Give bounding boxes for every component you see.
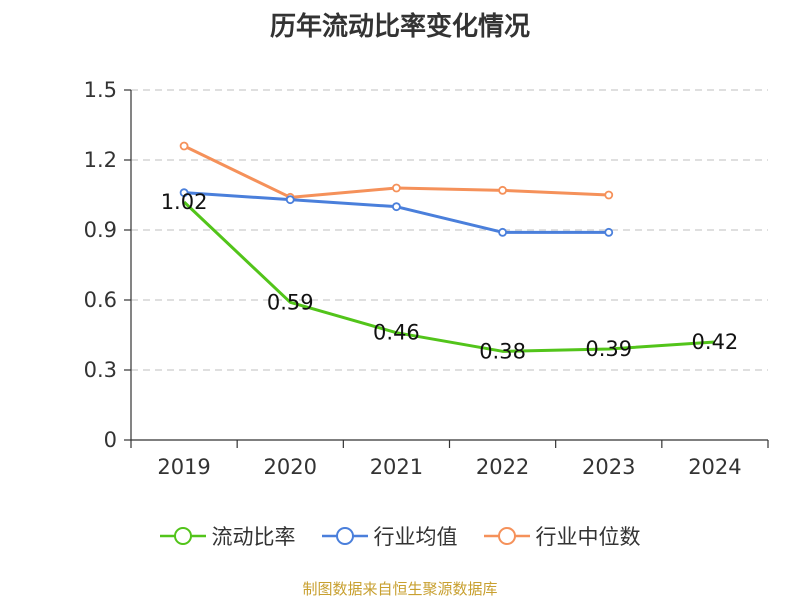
chart-title: 历年流动比率变化情况 [269, 12, 530, 42]
data-point [604, 227, 614, 237]
data-point [392, 183, 401, 193]
legend-label: 行业均值 [373, 525, 458, 549]
legend-marker-icon [159, 527, 206, 545]
axes: 0 0.3 0.6 0.9 1.2 1.5 2019 2020 2021 2022 2023 2024 [84, 78, 769, 479]
data-point [179, 188, 189, 198]
data-label: 0.59 [267, 290, 314, 314]
x-tick-label: 2021 [370, 455, 423, 479]
legend-item-industry-mean[interactable]: 行业均值 [321, 521, 458, 551]
series-line [183, 191, 609, 234]
x-tick-label: 2019 [157, 455, 210, 479]
data-label: 1.02 [161, 190, 208, 214]
y-tick-label: 1.5 [84, 78, 117, 102]
x-tick-label: 2022 [476, 455, 529, 479]
legend-label: 流动比率 [211, 525, 296, 549]
legend: 流动比率 行业均值 行业中位数 [0, 521, 800, 551]
series-lines [179, 141, 716, 353]
legend-label: 行业中位数 [535, 525, 641, 549]
legend-marker-icon [321, 527, 368, 545]
y-tick-label: 1.2 [84, 148, 117, 172]
series-line [183, 200, 716, 353]
data-point [498, 185, 507, 195]
y-tick-label: 0.9 [84, 218, 117, 242]
data-point [604, 190, 614, 200]
data-point [498, 227, 507, 237]
y-tick-label: 0.3 [84, 358, 117, 382]
data-point [179, 141, 189, 151]
x-tick-label: 2023 [582, 455, 635, 479]
data-label: 0.39 [585, 337, 632, 361]
legend-marker-icon [483, 527, 530, 545]
grid-lines [131, 89, 768, 371]
data-label: 0.42 [692, 330, 739, 354]
data-point [392, 202, 401, 212]
source-note: 制图数据来自恒生聚源数据库 [302, 580, 498, 598]
x-tick-label: 2020 [264, 455, 317, 479]
data-label: 0.38 [479, 339, 526, 363]
data-label: 0.46 [373, 321, 420, 345]
y-tick-label: 0 [104, 428, 117, 452]
legend-item-industry-median[interactable]: 行业中位数 [483, 521, 641, 551]
data-labels: 1.02 0.59 0.46 0.38 0.39 0.42 [161, 190, 739, 363]
y-tick-label: 0.6 [84, 288, 117, 312]
legend-item-current-ratio[interactable]: 流动比率 [159, 521, 296, 551]
x-tick-label: 2024 [688, 455, 741, 479]
data-point [285, 195, 295, 205]
